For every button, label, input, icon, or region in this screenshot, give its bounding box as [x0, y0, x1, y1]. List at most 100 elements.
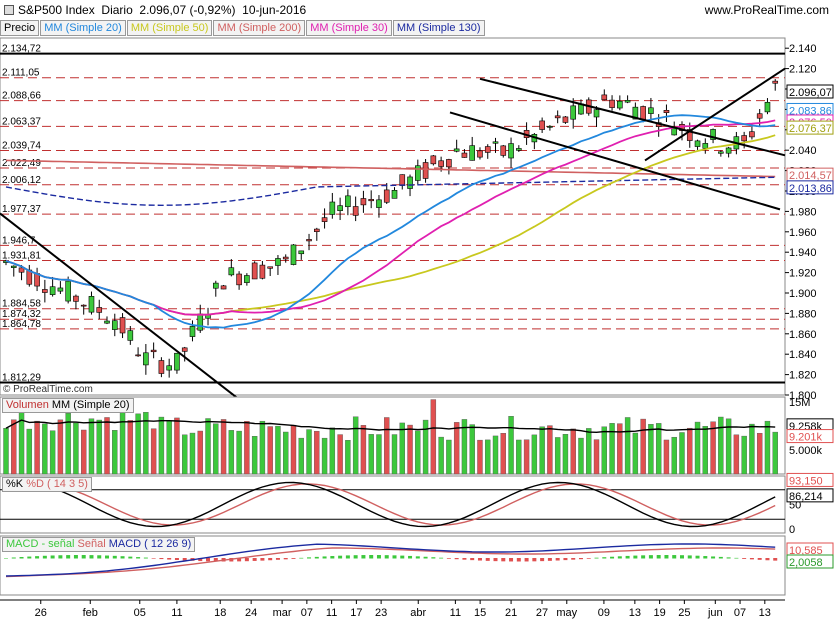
level-label: 1.874,32 — [2, 309, 41, 320]
candle-body — [290, 244, 297, 265]
volume-bar — [88, 418, 95, 475]
macd-histogram-bar — [617, 556, 622, 559]
candle-body — [18, 267, 25, 273]
level-label: 1.812,29 — [2, 372, 41, 383]
candle-body — [282, 256, 289, 260]
candle-body — [593, 109, 600, 118]
macd-histogram-bar — [268, 558, 273, 561]
volume-label: Volumen — [6, 399, 49, 411]
macd-histogram-bar — [338, 555, 343, 559]
volume-bar — [477, 439, 483, 475]
candle-body — [174, 352, 180, 371]
candle-body — [267, 266, 273, 269]
candle-body — [391, 190, 398, 199]
ma20-badge: 2.083,86 — [789, 105, 832, 117]
candle-body — [88, 296, 95, 313]
volume-bar — [593, 439, 600, 475]
vol-tick-15: 15M — [789, 397, 810, 409]
candle-body — [554, 115, 561, 119]
macd-histogram-bar — [555, 558, 560, 561]
macd-histogram-bar — [656, 555, 661, 559]
macd-histogram-bar — [477, 558, 482, 561]
macd-histogram-bar — [361, 555, 366, 559]
legend-ma50[interactable]: MM (Simple 50) — [126, 20, 213, 36]
legend-price[interactable]: Precio — [0, 20, 40, 36]
volume-bar — [554, 437, 561, 475]
candle-body — [453, 148, 460, 152]
volume-bar — [531, 434, 538, 475]
candle-body — [461, 152, 468, 158]
macd-badge-1: 10,585 — [789, 545, 823, 557]
candle-body — [617, 100, 623, 109]
macd-histogram-bar — [765, 558, 770, 561]
macd-histogram-bar — [726, 557, 731, 559]
stoch-k-badge: 86,214 — [789, 491, 823, 503]
date-tick-label: 18 — [214, 607, 226, 619]
macd-histogram-bar — [711, 556, 716, 559]
y-tick-label: 1.800 — [789, 390, 817, 402]
legend-ma30[interactable]: MM (Simple 30) — [306, 20, 392, 36]
candle-body — [539, 120, 545, 130]
volume-bar — [49, 430, 56, 475]
macd-histogram-bar — [524, 558, 529, 562]
candle-body — [399, 174, 406, 186]
ma200-badge: 2.014,57 — [789, 170, 832, 182]
volume-bar — [205, 418, 211, 475]
volume-bar — [189, 432, 196, 475]
macd-histogram-bar — [213, 558, 218, 562]
candle-body — [181, 347, 188, 352]
macd-histogram-bar — [330, 556, 335, 559]
candle-body — [422, 162, 429, 179]
date-tick-label: jun — [707, 607, 723, 619]
volume-bar — [244, 421, 250, 475]
stoch-top-badge: 93,150 — [789, 475, 823, 487]
macd-histogram-bar — [89, 555, 94, 559]
close-badge: 2.096,07 — [789, 87, 832, 99]
volume-bar — [725, 418, 732, 475]
macd-histogram-bar — [742, 558, 747, 559]
macd-histogram-bar — [423, 556, 428, 559]
volume-panel-label: Volumen MM (Simple 20) — [2, 398, 134, 413]
ma130-line — [5, 176, 776, 207]
chart-title: S&P500 Index Diario 2.096,07 (-0,92%) 10… — [4, 3, 306, 17]
price-panel-frame — [0, 37, 786, 396]
y-tick-label: 1.980 — [789, 206, 817, 218]
volume-bar — [687, 427, 693, 475]
candle-body — [150, 349, 157, 353]
candle-body — [228, 267, 235, 276]
volume-bar — [213, 423, 219, 475]
candle-body — [166, 365, 172, 371]
volume-bar — [461, 419, 468, 475]
candle-body — [119, 317, 126, 334]
macd-histogram-bar — [641, 555, 646, 559]
macd-badge-2-box — [786, 554, 834, 569]
candle-body — [251, 262, 258, 280]
candle-body — [648, 107, 654, 114]
macd-histogram-bar — [773, 558, 778, 561]
level-label: 1.946,7 — [2, 235, 36, 246]
volume-bar — [96, 419, 102, 475]
volume-bar — [150, 428, 157, 475]
y-tick-label: 2.120 — [789, 64, 817, 76]
volume-bar — [671, 436, 677, 475]
date-tick-label: 07 — [734, 607, 746, 619]
candle-body — [764, 102, 771, 113]
candle-body — [570, 105, 577, 120]
candle-body — [368, 199, 374, 202]
level-label: 2.063,37 — [2, 116, 41, 127]
macd-histogram-bar — [470, 558, 475, 561]
trend-line-channel-upper — [479, 77, 786, 157]
candle-body — [275, 258, 281, 266]
macd-panel-label: MACD - señal Señal MACD ( 12 26 9) — [2, 537, 196, 552]
menu-icon[interactable] — [4, 5, 14, 15]
macd-histogram-bar — [151, 558, 156, 559]
level-label: 2.134,72 — [2, 44, 41, 55]
legend-ma200[interactable]: MM (Simple 200) — [213, 20, 306, 36]
level-label: 1.864,78 — [2, 319, 41, 330]
volume-bar — [80, 429, 87, 475]
legend-ma20[interactable]: MM (Simple 20) — [40, 20, 126, 36]
macd-histogram-bar — [299, 557, 304, 559]
legend-ma130[interactable]: MM (Simple 130) — [392, 20, 485, 36]
volume-bar — [283, 431, 289, 475]
